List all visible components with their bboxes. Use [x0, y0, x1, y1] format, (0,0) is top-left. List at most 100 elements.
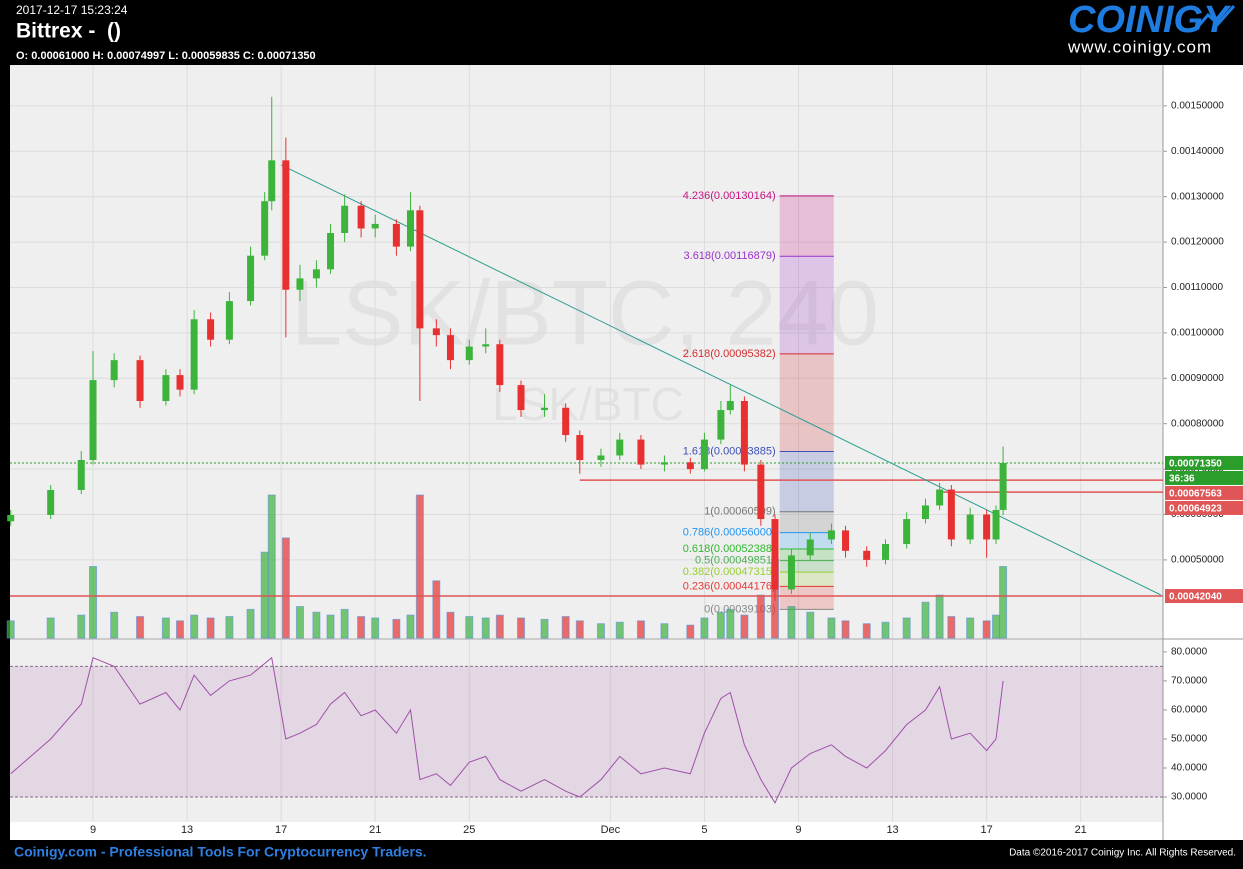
logo-icon	[1193, 5, 1236, 31]
x-tick-label: 13	[181, 824, 193, 836]
candle-body	[446, 335, 454, 361]
x-tick-label: 9	[795, 824, 801, 836]
logo: COINIGY	[1068, 0, 1232, 41]
candle-body	[371, 223, 379, 229]
fib-label: 0.382(0.00047315)	[683, 566, 776, 578]
candle-body	[190, 319, 198, 390]
volume-bar	[446, 611, 455, 639]
candle-body	[717, 410, 725, 440]
rsi-y-tick-label: 40.0000	[1171, 763, 1208, 774]
price-line-label: 0.00067563	[1169, 489, 1222, 500]
candle-body	[757, 464, 765, 520]
rsi-band	[10, 666, 1163, 798]
volume-bar	[999, 566, 1008, 639]
volume-bar	[406, 614, 415, 639]
candle-body	[999, 462, 1007, 510]
fib-band	[779, 572, 834, 587]
volume-bar	[161, 617, 170, 639]
candle-body	[416, 210, 424, 329]
candle-body	[327, 232, 335, 270]
x-tick-label: 5	[701, 824, 707, 836]
ohlc-readout: O: 0.00061000 H: 0.00074997 L: 0.0005983…	[16, 50, 316, 62]
volume-bar	[596, 623, 605, 639]
candle-body	[616, 439, 624, 456]
candle-body	[787, 555, 795, 590]
volume-bar	[517, 617, 526, 639]
candle-body	[77, 460, 85, 490]
volume-bar	[935, 594, 944, 639]
candle-body	[806, 539, 814, 556]
candle-body	[660, 462, 668, 465]
candle-body	[597, 455, 605, 461]
fib-label: 0.5(0.00049851)	[695, 554, 776, 566]
candle-body	[921, 505, 929, 520]
fib-label: 1.618(0.00073885)	[683, 445, 776, 457]
volume-bar	[540, 618, 549, 639]
price-line-label: 0.00042040	[1169, 592, 1222, 603]
volume-bar	[992, 614, 1001, 639]
fib-band	[779, 451, 834, 512]
fib-band	[779, 195, 834, 257]
candle-body	[496, 344, 504, 386]
volume-bar	[756, 594, 765, 639]
volume-bar	[246, 608, 255, 639]
x-tick-label: 21	[369, 824, 381, 836]
candle-body	[482, 344, 490, 347]
fib-label: 0.236(0.00044176)	[683, 580, 776, 592]
exchange: Bittrex - ()	[16, 20, 121, 43]
rsi-y-tick-label: 70.0000	[1171, 676, 1208, 687]
candle-body	[225, 301, 233, 340]
candle-body	[207, 319, 215, 340]
volume-bar	[260, 551, 269, 639]
countdown-label: 36:36	[1169, 474, 1195, 485]
y-tick-label: 0.00150000	[1171, 101, 1224, 112]
fib-label: 2.618(0.00095382)	[683, 348, 776, 360]
candle-body	[992, 509, 1000, 540]
candle-body	[827, 530, 835, 540]
volume-bar	[740, 614, 749, 639]
candle-body	[726, 400, 734, 411]
trendline	[280, 164, 1161, 596]
candle-body	[882, 544, 890, 560]
volume-bar	[700, 617, 709, 639]
candle-body	[517, 385, 525, 411]
y-tick-label: 0.00090000	[1171, 373, 1224, 384]
x-tick-label: 17	[981, 824, 993, 836]
fib-band	[779, 353, 834, 452]
price-line-label-box	[1165, 485, 1243, 500]
volume-bar	[787, 606, 796, 639]
rsi-y-tick-label: 30.0000	[1171, 792, 1208, 803]
candle-body	[406, 210, 414, 247]
volume-bar	[281, 537, 290, 639]
x-tick-label: Dec	[601, 824, 621, 836]
volume-bar	[77, 614, 86, 639]
volume-bar	[89, 566, 98, 639]
candle-body	[903, 519, 911, 545]
candle-body	[7, 514, 15, 522]
volume-bar	[176, 620, 185, 639]
fib-label: 1(0.00060599)	[704, 506, 776, 518]
volume-bar	[432, 580, 441, 639]
candle-body	[296, 278, 304, 290]
candle-body	[312, 269, 320, 279]
fib-label: 3.618(0.00116879)	[684, 250, 776, 262]
candle-body	[341, 205, 349, 233]
volume-bar	[312, 611, 321, 639]
candle-body	[686, 462, 694, 470]
timestamp: 2017-12-17 15:23:24	[16, 3, 128, 17]
candle-body	[392, 223, 400, 247]
price-line-label: 0.00064923	[1169, 504, 1222, 515]
fib-label: 0(0.00039103)	[704, 603, 776, 615]
volume-bar	[190, 614, 199, 639]
volume-bar	[267, 494, 276, 639]
candle-body	[432, 328, 440, 336]
candle-body	[936, 489, 944, 506]
y-tick-label: 0.00110000	[1171, 282, 1224, 293]
fib-band	[779, 549, 834, 561]
y-tick-label: 0.00140000	[1171, 146, 1224, 157]
volume-bar	[726, 608, 735, 639]
volume-bar	[392, 618, 401, 639]
candle-body	[863, 550, 871, 560]
volume-bar	[966, 617, 975, 639]
